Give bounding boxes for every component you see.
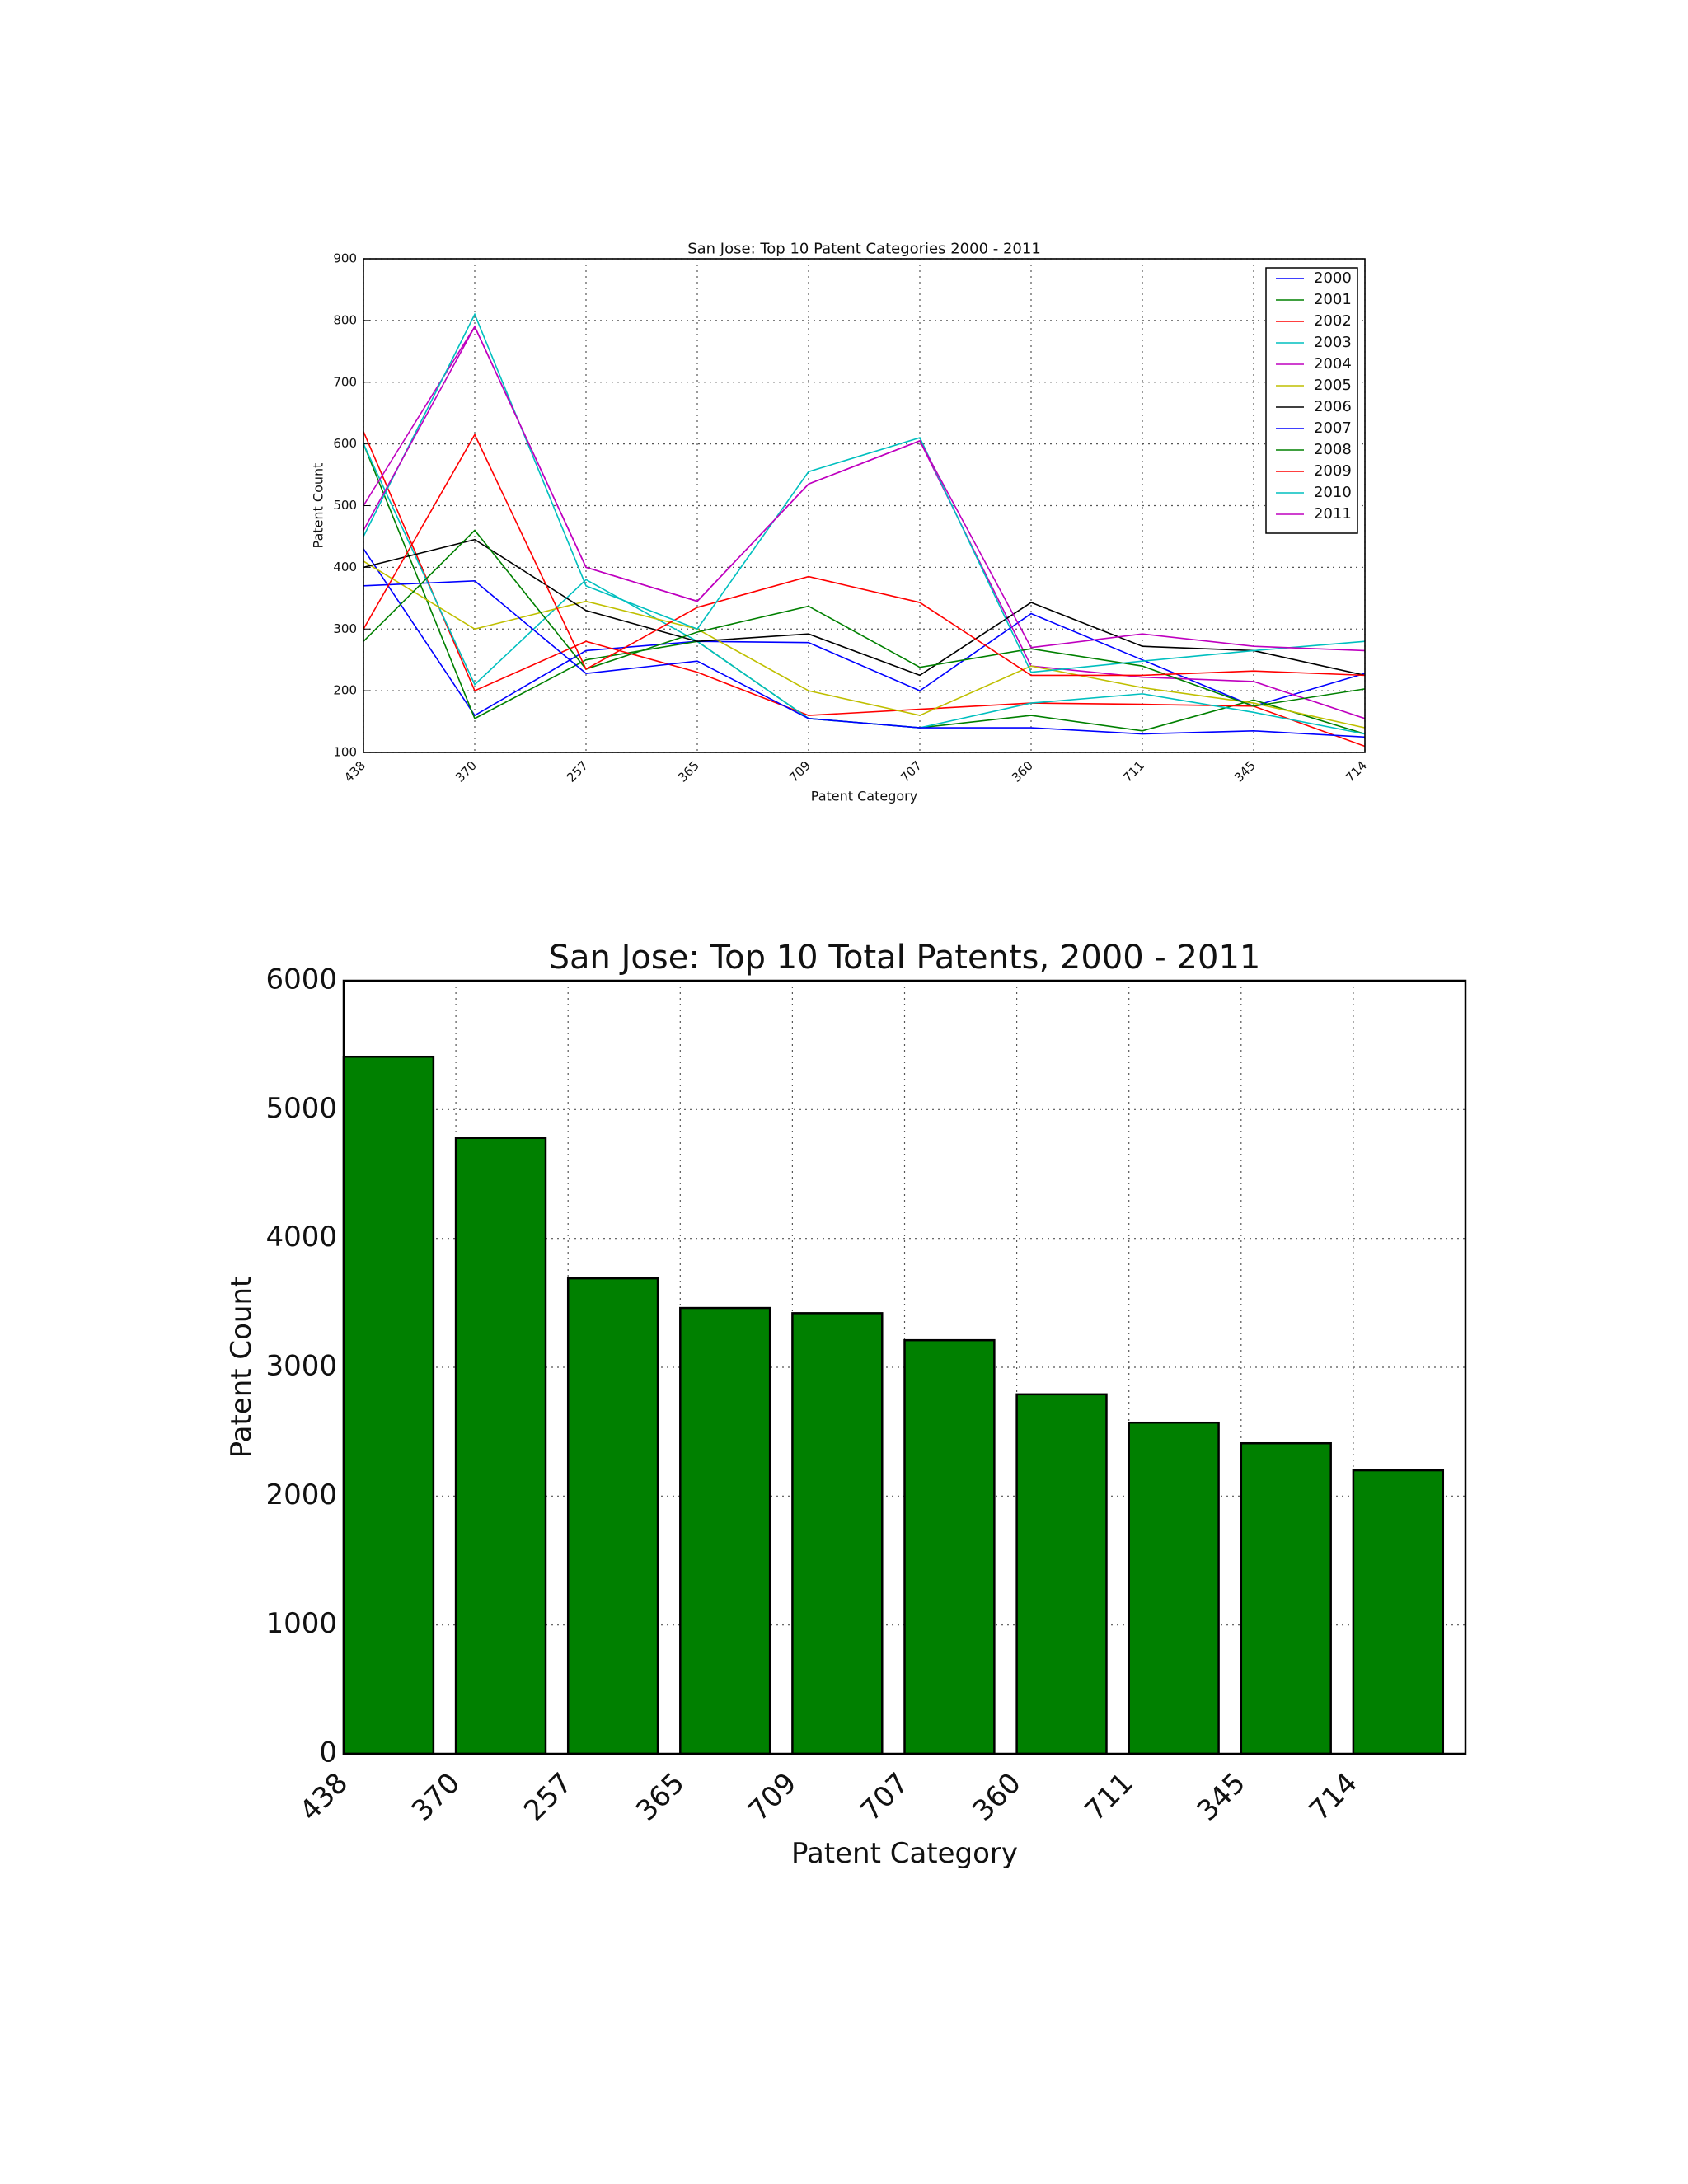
y-axis-label: Patent Count [311, 463, 326, 549]
y-tick-label: 400 [333, 560, 357, 574]
y-tick-label: 700 [333, 374, 357, 389]
y-tick-label: 100 [333, 745, 357, 760]
bar [791, 1312, 884, 1755]
x-tick-label: 345 [1191, 1766, 1252, 1827]
legend-box [1265, 267, 1358, 534]
bar [679, 1306, 771, 1755]
x-tick-label: 365 [675, 758, 702, 785]
series-line [363, 325, 1366, 652]
series-line [363, 538, 1366, 677]
series-line [363, 529, 1366, 707]
x-tick-label: 370 [452, 758, 480, 785]
bar [1240, 1441, 1332, 1755]
bar [903, 1338, 996, 1755]
x-tick-label: 709 [742, 1766, 803, 1827]
chart-title: San Jose: Top 10 Total Patents, 2000 - 2… [549, 939, 1261, 977]
y-axis-label: Patent Count [225, 1277, 258, 1459]
series-line [363, 548, 1366, 717]
series-line [363, 580, 1366, 738]
y-tick-label: 3000 [265, 1350, 337, 1383]
x-tick-label: 438 [293, 1766, 354, 1827]
x-tick-label: 711 [1120, 758, 1147, 785]
legend-label: 2003 [1314, 334, 1352, 351]
bar [1015, 1393, 1108, 1755]
bar [1128, 1421, 1220, 1755]
y-tick-label: 600 [333, 436, 357, 451]
legend-label: 2005 [1314, 377, 1352, 394]
y-tick-label: 5000 [265, 1092, 337, 1125]
x-tick-label: 370 [406, 1766, 467, 1827]
x-tick-label: 711 [1079, 1766, 1140, 1827]
bar [342, 1055, 435, 1755]
legend-label: 2002 [1314, 312, 1352, 330]
x-tick-label: 365 [630, 1766, 691, 1827]
legend-label: 2007 [1314, 419, 1352, 437]
bar [1352, 1469, 1445, 1755]
y-tick-label: 4000 [265, 1221, 337, 1254]
y-tick-label: 500 [333, 498, 357, 513]
legend-label: 2001 [1314, 291, 1352, 308]
bar [454, 1137, 547, 1755]
series-line [363, 560, 1366, 729]
x-tick-label: 714 [1343, 758, 1370, 785]
x-tick-label: 257 [518, 1766, 579, 1827]
bar [566, 1277, 659, 1755]
x-tick-label: 360 [967, 1766, 1028, 1827]
x-tick-label: 345 [1231, 758, 1259, 785]
y-tick-label: 300 [333, 621, 357, 636]
legend-label: 2004 [1314, 355, 1352, 373]
x-axis-label: Patent Category [811, 789, 917, 804]
legend-label: 2000 [1314, 269, 1352, 287]
legend-label: 2006 [1314, 398, 1352, 415]
legend-label: 2011 [1314, 505, 1352, 523]
series-line [363, 312, 1366, 673]
y-tick-label: 800 [333, 312, 357, 327]
x-tick-label: 714 [1303, 1766, 1364, 1827]
plot-frame [363, 258, 1366, 753]
y-tick-label: 900 [333, 251, 357, 266]
y-tick-label: 1000 [265, 1607, 337, 1640]
x-tick-label: 707 [854, 1766, 915, 1827]
legend-label: 2009 [1314, 462, 1352, 480]
legend-label: 2008 [1314, 441, 1352, 458]
x-tick-label: 709 [786, 758, 814, 785]
x-tick-label: 707 [898, 758, 925, 785]
y-tick-label: 2000 [265, 1479, 337, 1511]
y-tick-label: 6000 [265, 963, 337, 996]
series-line [363, 433, 1366, 677]
plot-frame [342, 979, 1467, 1755]
y-tick-label: 0 [319, 1736, 337, 1769]
x-axis-label: Patent Category [791, 1837, 1018, 1870]
x-tick-label: 360 [1009, 758, 1036, 785]
chart-title: San Jose: Top 10 Patent Categories 2000 … [687, 240, 1041, 257]
y-tick-label: 200 [333, 683, 357, 698]
series-line [363, 431, 1366, 748]
legend-label: 2010 [1314, 484, 1352, 501]
x-tick-label: 438 [341, 758, 368, 785]
x-tick-label: 257 [564, 758, 591, 785]
plot-background [363, 259, 1365, 752]
